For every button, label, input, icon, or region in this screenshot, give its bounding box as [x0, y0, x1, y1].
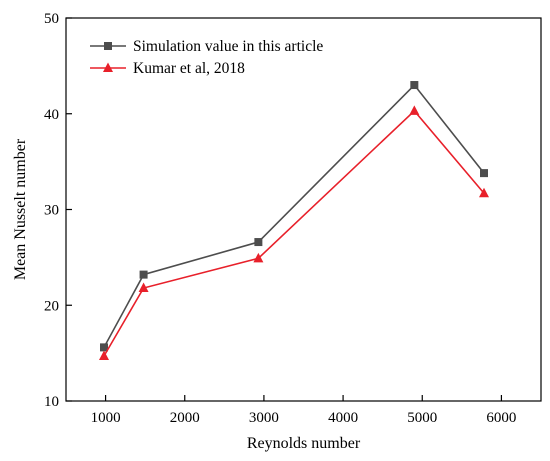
data-point [409, 105, 420, 115]
x-tick-label: 5000 [407, 410, 437, 426]
series-1 [100, 81, 488, 352]
x-axis-label: Reynolds number [247, 435, 361, 452]
x-tick-label: 2000 [170, 410, 200, 426]
x-axis-ticks: 1000 2000 3000 4000 5000 6000 [91, 395, 516, 426]
x-tick-label: 3000 [249, 410, 279, 426]
x-tick-label: 6000 [486, 410, 516, 426]
legend: Simulation value in this article Kumar et… [90, 38, 323, 77]
y-tick-label: 30 [44, 203, 59, 219]
legend-label: Simulation value in this article [133, 38, 323, 55]
data-point [479, 187, 489, 198]
x-tick-label: 1000 [91, 410, 121, 426]
legend-marker [103, 62, 113, 72]
legend-label: Kumar et al, 2018 [133, 60, 245, 77]
data-point [480, 169, 488, 178]
y-axis-ticks: 10 20 30 40 50 [44, 11, 72, 410]
y-tick-label: 20 [44, 298, 59, 314]
legend-item: Simulation value in this article [90, 38, 323, 55]
data-point [99, 350, 109, 360]
x-tick-label: 4000 [328, 410, 358, 426]
data-point [253, 252, 264, 263]
legend-marker [104, 42, 112, 50]
data-point [410, 81, 419, 90]
y-axis-label: Mean Nusselt number [12, 138, 29, 280]
y-tick-label: 50 [44, 11, 59, 27]
series-layer [99, 81, 489, 360]
legend-item: Kumar et al, 2018 [90, 60, 245, 77]
data-point [100, 343, 108, 352]
data-point [138, 282, 149, 293]
y-tick-label: 40 [44, 107, 59, 123]
y-tick-label: 10 [44, 394, 59, 410]
series-2 [99, 105, 489, 360]
data-point [139, 270, 148, 279]
data-point [254, 238, 263, 247]
plot-area [65, 17, 542, 402]
